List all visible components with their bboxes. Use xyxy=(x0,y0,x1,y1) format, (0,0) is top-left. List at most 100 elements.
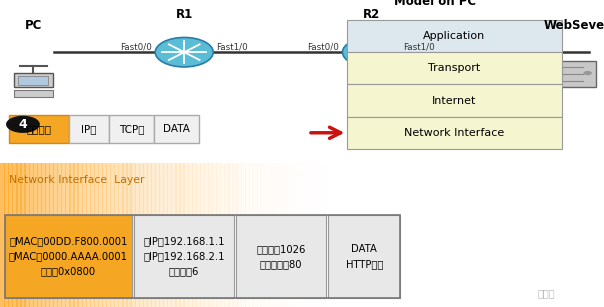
Bar xyxy=(269,163,274,307)
Bar xyxy=(179,163,185,307)
Text: Internet: Internet xyxy=(432,95,477,106)
Bar xyxy=(314,163,320,307)
Bar xyxy=(86,163,91,307)
FancyBboxPatch shape xyxy=(14,90,53,97)
FancyBboxPatch shape xyxy=(154,115,199,143)
Bar xyxy=(151,163,156,307)
FancyBboxPatch shape xyxy=(347,52,562,84)
FancyBboxPatch shape xyxy=(328,215,400,298)
Bar xyxy=(143,163,148,307)
Bar xyxy=(122,163,127,307)
Bar xyxy=(0,163,5,307)
FancyBboxPatch shape xyxy=(18,76,48,85)
Bar xyxy=(257,163,262,307)
Bar xyxy=(45,163,50,307)
Bar xyxy=(130,163,136,307)
Bar xyxy=(21,163,25,307)
Bar xyxy=(138,163,144,307)
Bar xyxy=(298,163,303,307)
FancyBboxPatch shape xyxy=(9,115,69,143)
Bar xyxy=(98,163,103,307)
Text: R1: R1 xyxy=(176,8,193,21)
Bar xyxy=(172,163,176,307)
Bar xyxy=(265,163,270,307)
Bar xyxy=(261,163,266,307)
Bar xyxy=(224,163,230,307)
FancyBboxPatch shape xyxy=(347,20,562,52)
FancyBboxPatch shape xyxy=(236,215,326,298)
Text: Network Interface: Network Interface xyxy=(405,128,504,138)
Text: Application: Application xyxy=(423,31,486,41)
Bar xyxy=(4,163,10,307)
Text: 源IP：192.168.1.1
目IP：192.168.2.1
协议号：6: 源IP：192.168.1.1 目IP：192.168.2.1 协议号：6 xyxy=(143,237,225,276)
Bar xyxy=(175,163,181,307)
Bar xyxy=(77,163,83,307)
Bar xyxy=(65,163,71,307)
Bar xyxy=(289,163,295,307)
Bar xyxy=(281,163,287,307)
Bar xyxy=(147,163,152,307)
Bar xyxy=(228,163,234,307)
Bar xyxy=(163,163,169,307)
Bar xyxy=(191,163,197,307)
Text: Fast0/0: Fast0/0 xyxy=(307,42,339,51)
Bar xyxy=(155,163,160,307)
Text: Fast0/0: Fast0/0 xyxy=(120,42,152,51)
Text: R2: R2 xyxy=(363,8,380,21)
Bar xyxy=(294,163,299,307)
FancyBboxPatch shape xyxy=(109,115,154,143)
Bar xyxy=(318,163,323,307)
Bar xyxy=(237,163,242,307)
Bar xyxy=(249,163,254,307)
Text: TCP头: TCP头 xyxy=(118,124,144,134)
Bar xyxy=(273,163,278,307)
Bar xyxy=(208,163,213,307)
Bar xyxy=(245,163,250,307)
Text: Fast1/0: Fast1/0 xyxy=(403,42,435,51)
Bar xyxy=(118,163,124,307)
Bar xyxy=(28,163,34,307)
Bar xyxy=(37,163,42,307)
FancyBboxPatch shape xyxy=(5,215,132,298)
Bar xyxy=(159,163,164,307)
Text: 以太网头: 以太网头 xyxy=(27,124,52,134)
Bar xyxy=(102,163,108,307)
Bar xyxy=(212,163,217,307)
Bar xyxy=(167,163,173,307)
FancyBboxPatch shape xyxy=(347,84,562,117)
Text: WebSever: WebSever xyxy=(544,19,604,32)
Bar xyxy=(184,163,188,307)
Bar xyxy=(302,163,307,307)
Bar xyxy=(61,163,66,307)
Bar xyxy=(220,163,225,307)
Bar xyxy=(233,163,238,307)
Text: DATA
HTTP荷载: DATA HTTP荷载 xyxy=(345,244,383,269)
Bar xyxy=(277,163,283,307)
Bar xyxy=(16,163,22,307)
Bar xyxy=(135,163,140,307)
Circle shape xyxy=(342,37,400,67)
Text: Model on PC: Model on PC xyxy=(394,0,476,8)
Bar xyxy=(74,163,79,307)
Bar xyxy=(53,163,58,307)
Bar xyxy=(41,163,46,307)
Bar xyxy=(286,163,291,307)
Bar xyxy=(8,163,13,307)
Bar xyxy=(33,163,38,307)
Bar xyxy=(57,163,62,307)
FancyBboxPatch shape xyxy=(557,61,596,87)
Bar xyxy=(114,163,120,307)
FancyBboxPatch shape xyxy=(14,73,53,87)
Circle shape xyxy=(6,116,40,133)
Bar xyxy=(90,163,95,307)
Bar xyxy=(322,163,327,307)
Circle shape xyxy=(583,71,592,75)
Bar xyxy=(106,163,111,307)
Bar xyxy=(110,163,115,307)
Bar xyxy=(204,163,209,307)
Text: Fast1/0: Fast1/0 xyxy=(216,42,248,51)
Circle shape xyxy=(155,37,213,67)
Bar xyxy=(253,163,258,307)
FancyBboxPatch shape xyxy=(134,215,234,298)
Bar xyxy=(187,163,193,307)
